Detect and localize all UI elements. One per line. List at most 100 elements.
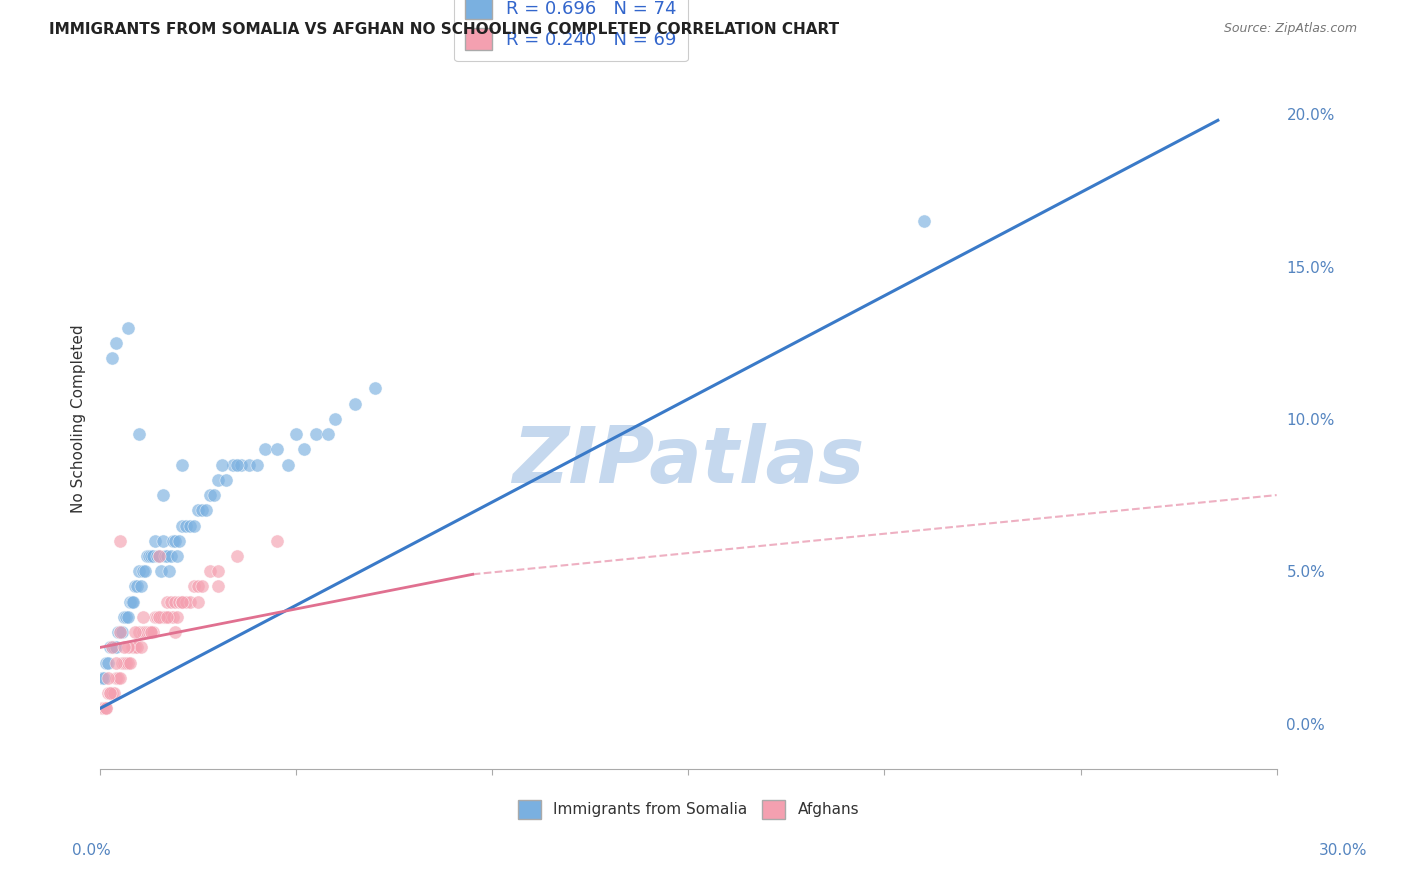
Point bbox=[117, 320, 139, 334]
Point bbox=[121, 640, 143, 655]
Point bbox=[121, 595, 143, 609]
Point bbox=[149, 564, 172, 578]
Point bbox=[128, 427, 150, 442]
Point bbox=[266, 442, 288, 457]
Point bbox=[104, 671, 127, 685]
Point bbox=[118, 595, 141, 609]
Point bbox=[167, 595, 190, 609]
Point bbox=[172, 458, 194, 472]
Point bbox=[98, 686, 121, 700]
Text: ZIPatlas: ZIPatlas bbox=[512, 423, 865, 499]
Point bbox=[231, 458, 253, 472]
Point bbox=[246, 458, 269, 472]
Point bbox=[166, 549, 188, 563]
Point bbox=[104, 656, 127, 670]
Point bbox=[156, 549, 179, 563]
Point bbox=[159, 595, 181, 609]
Point bbox=[148, 610, 170, 624]
Point bbox=[93, 671, 115, 685]
Point bbox=[153, 610, 176, 624]
Point bbox=[108, 625, 131, 640]
Point bbox=[134, 625, 156, 640]
Point bbox=[226, 549, 249, 563]
Point bbox=[207, 564, 229, 578]
Point bbox=[122, 595, 145, 609]
Point bbox=[142, 549, 165, 563]
Point bbox=[162, 610, 184, 624]
Point bbox=[143, 533, 166, 548]
Point bbox=[172, 518, 194, 533]
Point bbox=[108, 533, 131, 548]
Point bbox=[153, 549, 176, 563]
Point bbox=[157, 564, 180, 578]
Point bbox=[202, 488, 225, 502]
Point bbox=[111, 656, 134, 670]
Point bbox=[101, 686, 124, 700]
Point bbox=[305, 427, 328, 442]
Point bbox=[162, 533, 184, 548]
Point bbox=[103, 640, 125, 655]
Point bbox=[114, 610, 136, 624]
Point bbox=[179, 595, 201, 609]
Point bbox=[134, 564, 156, 578]
Point bbox=[107, 625, 129, 640]
Text: Source: ZipAtlas.com: Source: ZipAtlas.com bbox=[1223, 22, 1357, 36]
Point bbox=[112, 656, 135, 670]
Point bbox=[157, 610, 180, 624]
Point bbox=[131, 580, 153, 594]
Point bbox=[91, 671, 114, 685]
Point bbox=[152, 610, 174, 624]
Point bbox=[163, 625, 186, 640]
Point bbox=[124, 625, 146, 640]
Point bbox=[222, 458, 245, 472]
Point bbox=[127, 580, 149, 594]
Point bbox=[172, 595, 194, 609]
Point bbox=[91, 701, 114, 715]
Point bbox=[132, 625, 155, 640]
Point bbox=[163, 595, 186, 609]
Point bbox=[117, 610, 139, 624]
Y-axis label: No Schooling Completed: No Schooling Completed bbox=[72, 325, 86, 513]
Legend: Immigrants from Somalia, Afghans: Immigrants from Somalia, Afghans bbox=[512, 794, 865, 825]
Point bbox=[136, 625, 159, 640]
Point bbox=[98, 686, 121, 700]
Point bbox=[142, 625, 165, 640]
Point bbox=[277, 458, 299, 472]
Point bbox=[127, 640, 149, 655]
Point bbox=[148, 549, 170, 563]
Point bbox=[207, 580, 229, 594]
Point bbox=[128, 625, 150, 640]
Point bbox=[363, 381, 385, 395]
Point bbox=[152, 533, 174, 548]
Point bbox=[98, 640, 121, 655]
Point bbox=[187, 503, 209, 517]
Point bbox=[191, 503, 214, 517]
Point bbox=[97, 671, 120, 685]
Point bbox=[207, 473, 229, 487]
Text: 0.0%: 0.0% bbox=[72, 843, 111, 858]
Point bbox=[214, 473, 236, 487]
Point bbox=[108, 625, 131, 640]
Point bbox=[132, 610, 155, 624]
Point bbox=[103, 686, 125, 700]
Point bbox=[187, 580, 209, 594]
Point bbox=[139, 625, 162, 640]
Point bbox=[94, 701, 117, 715]
Point bbox=[148, 610, 170, 624]
Point bbox=[143, 610, 166, 624]
Point bbox=[163, 533, 186, 548]
Point bbox=[187, 595, 209, 609]
Point bbox=[195, 503, 218, 517]
Point bbox=[226, 458, 249, 472]
Point bbox=[148, 549, 170, 563]
Point bbox=[183, 580, 205, 594]
Point bbox=[172, 595, 194, 609]
Point bbox=[159, 549, 181, 563]
Point bbox=[266, 533, 288, 548]
Point bbox=[191, 580, 214, 594]
Point bbox=[211, 458, 233, 472]
Point bbox=[139, 625, 162, 640]
Point bbox=[108, 671, 131, 685]
Point bbox=[238, 458, 260, 472]
Point bbox=[146, 549, 169, 563]
